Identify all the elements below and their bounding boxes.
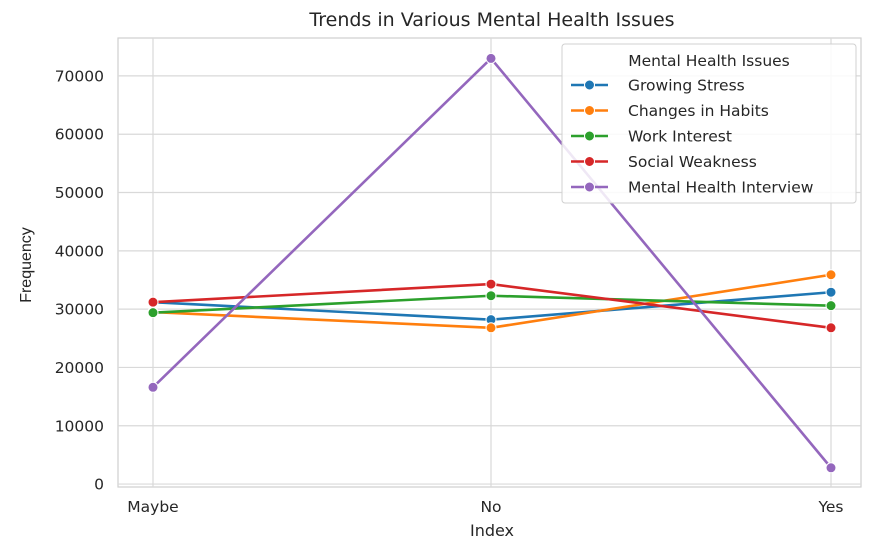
data-point <box>147 381 159 393</box>
y-tick-label: 20000 <box>55 359 104 377</box>
legend-swatch-marker <box>584 105 595 116</box>
data-point <box>825 269 837 281</box>
legend-entry: Growing Stress <box>571 77 745 95</box>
legend-items: Growing Stress Changes in Habits Work Inte… <box>571 77 814 197</box>
legend-swatch-marker <box>584 181 595 193</box>
y-tick-label: 0 <box>94 476 104 494</box>
x-tick-label: Yes <box>817 498 843 516</box>
legend: Mental Health Issues Growing Stress Chang… <box>561 43 857 204</box>
y-tick-label: 70000 <box>55 67 104 85</box>
y-axis-label: Frequency <box>18 227 35 303</box>
legend-swatch-marker <box>584 79 595 91</box>
legend-swatch-marker <box>584 130 595 142</box>
y-axis-ticks: 0 10000 20000 30000 40000 50000 60000 70000 <box>55 67 104 493</box>
y-tick-label: 40000 <box>55 242 104 260</box>
legend-entry: Changes in Habits <box>571 102 769 120</box>
x-axis-label: Index <box>470 521 514 540</box>
x-tick-label: Maybe <box>127 498 178 516</box>
data-point <box>485 278 497 290</box>
data-point <box>485 290 497 302</box>
chart-title: Trends in Various Mental Health Issues <box>308 9 674 31</box>
legend-entry: Social Weakness <box>571 153 757 171</box>
legend-label: Changes in Habits <box>628 102 769 120</box>
legend-swatch-marker <box>584 156 595 167</box>
data-point <box>485 322 497 334</box>
data-point <box>147 307 159 319</box>
data-point <box>147 296 159 308</box>
legend-label: Social Weakness <box>628 153 757 171</box>
data-point <box>825 286 837 298</box>
series-social-weakness <box>147 278 837 334</box>
legend-entry: Work Interest <box>571 128 732 146</box>
y-tick-label: 60000 <box>55 126 104 144</box>
x-axis-ticks: Maybe No Yes <box>127 498 843 516</box>
data-point <box>825 322 837 334</box>
legend-label: Growing Stress <box>628 77 745 95</box>
series-lines <box>147 52 837 474</box>
y-tick-label: 50000 <box>55 184 104 202</box>
y-tick-label: 30000 <box>55 301 104 319</box>
data-point <box>825 462 837 474</box>
legend-entry: Mental Health Interview <box>571 179 814 197</box>
y-tick-label: 10000 <box>55 417 104 435</box>
legend-label: Work Interest <box>628 128 732 146</box>
legend-title: Mental Health Issues <box>628 52 790 70</box>
data-point <box>485 52 497 64</box>
x-tick-label: No <box>480 498 501 516</box>
legend-label: Mental Health Interview <box>628 179 814 197</box>
legend-box <box>561 43 857 204</box>
data-point <box>825 300 837 312</box>
series-mental-health-interview <box>147 52 837 474</box>
